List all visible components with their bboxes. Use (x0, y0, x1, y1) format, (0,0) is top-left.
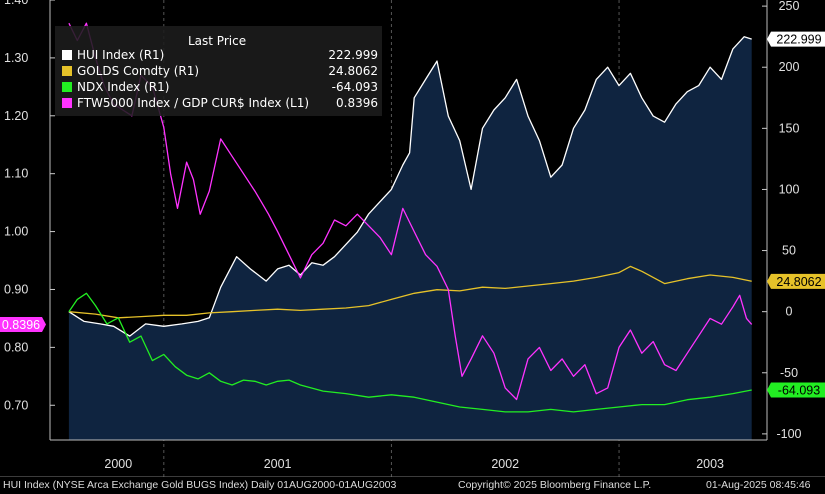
left-axis: 1.40 1.30 1.20 1.10 1.00 0.90 0.80 0.70 (4, 0, 55, 412)
left-tick-label: 1.40 (4, 0, 28, 7)
value-badge-label: 0.8396 (2, 318, 40, 332)
left-tick-label: 1.30 (4, 51, 28, 65)
right-tick-label: 50 (782, 244, 796, 258)
value-badge-label: 24.8062 (776, 275, 821, 289)
hui-area (68, 36, 752, 440)
x-tick-label: 2001 (264, 457, 292, 471)
left-tick-label: 0.80 (4, 340, 28, 354)
legend-swatch (62, 66, 72, 76)
left-tick-label: 0.90 (4, 282, 28, 296)
value-badges: 222.999 24.8062 -64.093 0.8396 (0, 31, 825, 398)
x-tick-label: 2003 (696, 457, 724, 471)
legend-item-label: NDX Index (R1) (77, 80, 169, 94)
right-tick-label: 200 (779, 60, 800, 74)
left-tick-label: 1.00 (4, 225, 28, 239)
legend-items: HUI Index (R1) 222.999 GOLDS Comdty (R1) 24… (62, 48, 378, 110)
footer-description: HUI Index (NYSE Arca Exchange Gold BUGS … (3, 479, 397, 491)
legend-item-value: -64.093 (332, 80, 378, 94)
value-badge-label: 222.999 (776, 33, 821, 47)
legend-item-label: HUI Index (R1) (77, 48, 164, 62)
footer-copyright: Copyright© 2025 Bloomberg Finance L.P. (458, 479, 652, 491)
x-tick-label: 2002 (491, 457, 519, 471)
left-tick-label: 1.10 (4, 167, 28, 181)
left-tick-label: 1.20 (4, 109, 28, 123)
legend-swatch (62, 82, 72, 92)
hui-area-fill (68, 36, 752, 440)
chart: 1.401.301.201.101.000.900.800.70 2502001… (0, 0, 825, 477)
value-badge (767, 382, 825, 398)
legend[interactable]: Last Price HUI Index (R1) 222.999 GOLDS Co… (55, 26, 382, 116)
legend-header: Last Price (188, 34, 246, 48)
right-axis: 250 200 150 100 50 0 -50 -100 (762, 0, 802, 441)
right-tick-label: -100 (776, 427, 801, 441)
legend-swatch (62, 98, 72, 108)
series-lines (68, 22, 753, 413)
legend-item-value: 222.999 (328, 48, 378, 62)
golds-comdty-line (68, 265, 752, 319)
ftw5000-index-gdp-cur-index-line (68, 22, 753, 401)
right-tick-label: 100 (779, 182, 800, 196)
hui-index-line (68, 36, 752, 337)
right-tick-label: 150 (779, 121, 800, 135)
legend-swatch (62, 50, 72, 60)
legend-item-label: GOLDS Comdty (R1) (77, 64, 199, 78)
right-tick-label: 0 (786, 305, 793, 319)
value-badge (767, 31, 825, 47)
legend-box (55, 26, 382, 116)
value-badge-label: -64.093 (778, 384, 820, 398)
footer-timestamp: 01-Aug-2025 08:45:46 (706, 479, 811, 491)
legend-item-value: 0.8396 (336, 96, 378, 110)
right-tick-label: 250 (779, 0, 800, 13)
right-tick-label: -50 (780, 366, 798, 380)
legend-item-value: 24.8062 (328, 64, 378, 78)
left-tick-label: 0.70 (4, 398, 28, 412)
value-badge (0, 316, 46, 332)
legend-item-label: FTW5000 Index / GDP CUR$ Index (L1) (77, 96, 309, 110)
plot-frame (0, 0, 825, 477)
x-tick-label: 2000 (104, 457, 132, 471)
value-badge (767, 273, 825, 289)
x-axis: 2000 2001 2002 2003 (104, 457, 724, 471)
footer: HUI Index (NYSE Arca Exchange Gold BUGS … (0, 477, 825, 494)
ndx-index-line (68, 292, 752, 413)
